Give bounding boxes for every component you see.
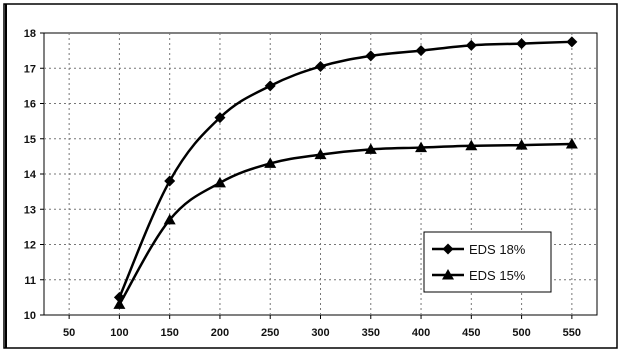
x-tick-label: 150 xyxy=(161,327,179,339)
data-point xyxy=(214,112,226,124)
x-tick-label: 500 xyxy=(512,327,530,339)
gridlines xyxy=(44,33,597,315)
data-point xyxy=(315,60,326,72)
legend-marker xyxy=(442,243,454,255)
legend-box xyxy=(423,231,552,293)
legend-label: EDS 18% xyxy=(469,242,526,257)
series-line xyxy=(118,142,572,306)
data-point xyxy=(515,139,528,150)
series-line xyxy=(118,40,572,298)
data-point xyxy=(113,298,126,309)
x-tick-label: 50 xyxy=(63,327,75,339)
data-point xyxy=(465,139,478,151)
y-tick-label: 14 xyxy=(24,169,37,181)
y-tick-label: 11 xyxy=(24,275,36,287)
y-tick-label: 16 xyxy=(24,99,36,111)
axes: 10 11 12 13 14 15 16 17 18 50 100 150 200 250 300 350 40… xyxy=(24,28,581,339)
x-tick-label: 350 xyxy=(362,327,380,339)
y-tick-label: 17 xyxy=(24,63,36,75)
data-point xyxy=(364,143,377,154)
legend-label: EDS 15% xyxy=(469,268,526,283)
data-point xyxy=(565,138,578,149)
data-point xyxy=(164,175,176,187)
data-point xyxy=(264,80,276,92)
y-tick-label: 15 xyxy=(24,134,36,146)
y-tick-label: 10 xyxy=(24,310,36,322)
x-tick-label: 400 xyxy=(412,327,430,339)
x-tick-label: 300 xyxy=(311,327,329,339)
x-tick-label: 250 xyxy=(261,327,279,339)
data-point xyxy=(163,213,176,225)
data-point xyxy=(365,50,377,62)
x-tick-label: 100 xyxy=(110,327,128,339)
data-point xyxy=(516,38,528,50)
series-group xyxy=(113,36,578,309)
legend: EDS 18% EDS 15% xyxy=(423,231,552,293)
data-point xyxy=(465,39,477,51)
data-point xyxy=(415,45,427,57)
data-point xyxy=(213,176,226,188)
y-tick-label: 18 xyxy=(24,28,36,40)
data-point xyxy=(314,148,327,160)
x-tick-label: 450 xyxy=(462,327,480,339)
x-tick-label: 550 xyxy=(563,327,581,339)
data-point xyxy=(415,141,428,153)
legend-marker xyxy=(442,269,454,280)
outer-frame xyxy=(3,3,618,349)
data-point xyxy=(566,36,578,48)
series-2 xyxy=(113,138,578,309)
data-point xyxy=(264,157,277,168)
y-tick-label: 13 xyxy=(24,204,36,216)
x-tick-label: 200 xyxy=(211,327,229,339)
y-tick-label: 12 xyxy=(24,240,36,252)
